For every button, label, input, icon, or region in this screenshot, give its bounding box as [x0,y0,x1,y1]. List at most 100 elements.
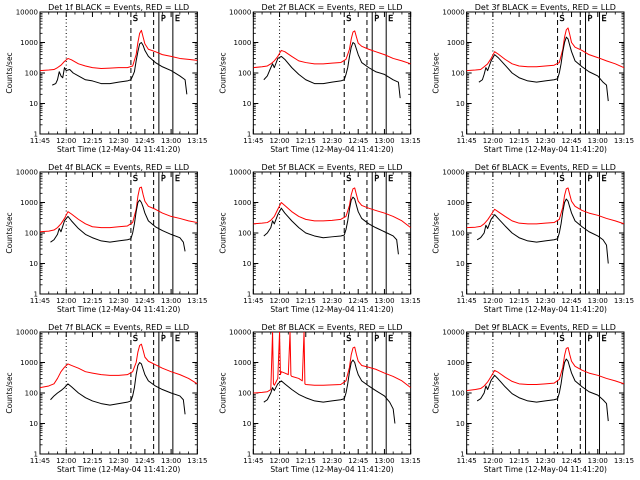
y-tick-label: 100 [451,230,464,238]
x-tick-label: 12:00 [269,297,289,305]
y-tick-label: 10 [456,100,465,108]
panel-title: Det 5f BLACK = Events, RED = LLD [261,163,402,172]
x-axis-label: Start Time (12-May-04 11:41:20) [57,305,180,314]
x-tick-label: 12:15 [82,137,102,145]
x-tick-label: 12:00 [56,457,76,465]
y-tick-label: 10 [456,420,465,428]
x-axis-label: Start Time (12-May-04 11:41:20) [484,465,607,474]
marker-label: P [161,14,166,23]
x-axis-label: Start Time (12-May-04 11:41:20) [57,145,180,154]
y-tick-label: 10000 [229,169,251,177]
series-line-events [476,358,609,422]
marker-label: P [161,334,166,343]
x-tick-label: 12:00 [483,457,503,465]
x-tick-label: 13:15 [614,457,634,465]
y-axis-label: Counts/sec [218,212,227,253]
series-line-lld [40,186,198,233]
y-tick-label: 10000 [229,329,251,337]
series-line-events [50,199,186,252]
y-tick-label: 1000 [234,199,252,207]
y-tick-label: 10000 [16,169,38,177]
marker-label: S [560,14,565,23]
marker-label: P [588,174,593,183]
y-tick-label: 1 [34,451,38,459]
y-tick-label: 100 [25,390,38,398]
marker-label: E [602,334,607,343]
x-axis-label: Start Time (12-May-04 11:41:20) [57,465,180,474]
x-tick-label: 12:00 [56,297,76,305]
x-tick-label: 12:30 [322,137,342,145]
marker-label: E [175,334,180,343]
y-tick-label: 100 [238,70,251,78]
y-axis-label: Counts/sec [432,372,441,413]
series-line-lld [466,27,624,72]
x-tick-label: 12:30 [109,297,129,305]
x-tick-label: 13:15 [614,297,634,305]
detector-panel: Det 9f BLACK = Events, RED = LLD 1 10 100 10… [432,323,634,474]
plot-frame [252,11,412,135]
x-tick-label: 11:45 [457,297,477,305]
x-tick-label: 13:15 [614,137,634,145]
y-tick-label: 100 [451,70,464,78]
x-tick-label: 13:00 [588,137,608,145]
y-tick-label: 1000 [447,39,465,47]
x-tick-label: 13:00 [374,297,394,305]
x-tick-label: 11:45 [457,137,477,145]
y-tick-label: 1 [247,451,251,459]
series-line-lld [253,187,411,229]
x-tick-label: 12:00 [483,137,503,145]
marker-label: E [388,174,393,183]
marker-label: S [560,334,565,343]
x-tick-label: 12:00 [56,137,76,145]
x-tick-label: 12:30 [109,457,129,465]
y-axis-label: Counts/sec [432,52,441,93]
y-tick-label: 100 [451,390,464,398]
x-tick-label: 12:45 [135,457,155,465]
y-tick-label: 10 [456,260,465,268]
x-axis-label: Start Time (12-May-04 11:41:20) [270,465,393,474]
panel-title: Det 7f BLACK = Events, RED = LLD [48,323,189,332]
marker-label: E [175,174,180,183]
y-tick-label: 10 [242,420,251,428]
x-tick-label: 13:15 [187,457,207,465]
y-tick-label: 1 [460,291,464,299]
x-tick-label: 12:00 [269,457,289,465]
marker-label: E [175,14,180,23]
x-tick-label: 12:30 [322,457,342,465]
x-tick-label: 13:15 [401,457,421,465]
series-line-lld [466,347,624,392]
detector-panel: Det 8f BLACK = Events, RED = LLD 1 10 100 10… [218,323,420,474]
x-tick-label: 11:45 [30,457,50,465]
panel-title: Det 6f BLACK = Events, RED = LLD [475,163,616,172]
series-line-lld [253,332,411,394]
series-line-lld [40,343,198,389]
y-tick-label: 100 [25,70,38,78]
y-tick-label: 1000 [20,199,38,207]
x-axis-label: Start Time (12-May-04 11:41:20) [484,305,607,314]
x-tick-label: 12:15 [296,457,316,465]
y-tick-label: 1000 [234,39,252,47]
x-tick-label: 13:00 [374,137,394,145]
marker-label: S [133,334,138,343]
x-tick-label: 13:00 [161,137,181,145]
marker-label: P [588,14,593,23]
x-tick-label: 13:00 [588,297,608,305]
x-tick-label: 13:15 [401,137,421,145]
x-tick-label: 12:00 [269,137,289,145]
detector-panel: Det 7f BLACK = Events, RED = LLD 1 10 100 10… [5,323,207,474]
x-tick-label: 12:15 [509,297,529,305]
panel-title: Det 1f BLACK = Events, RED = LLD [48,3,189,12]
marker-label: S [560,174,565,183]
x-axis-label: Start Time (12-May-04 11:41:20) [270,145,393,154]
x-tick-label: 11:45 [243,297,263,305]
detector-panel: Det 4f BLACK = Events, RED = LLD 1 10 100 10… [5,163,207,314]
x-tick-label: 11:45 [243,457,263,465]
y-tick-label: 10 [242,260,251,268]
y-axis-label: Counts/sec [432,212,441,253]
x-tick-label: 13:00 [588,457,608,465]
x-tick-label: 12:45 [561,297,581,305]
y-tick-label: 1 [460,451,464,459]
y-tick-label: 10000 [229,9,251,17]
x-tick-label: 12:45 [348,297,368,305]
